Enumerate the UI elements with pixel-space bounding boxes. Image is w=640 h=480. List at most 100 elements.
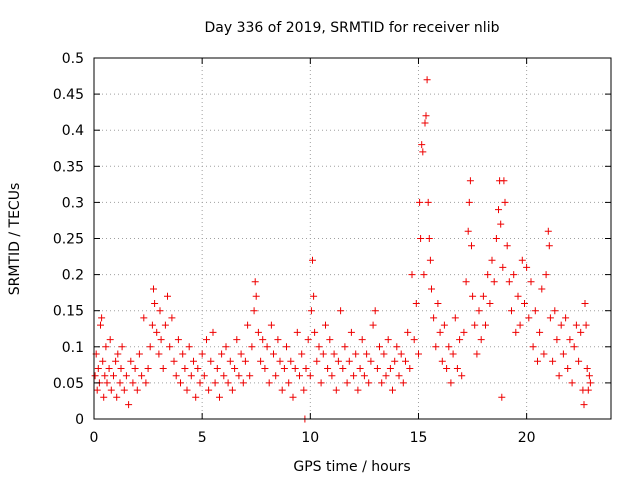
data-point bbox=[549, 357, 557, 365]
data-point bbox=[302, 365, 310, 372]
data-point bbox=[508, 307, 515, 315]
data-point bbox=[484, 271, 492, 279]
x-tick-label: 10 bbox=[301, 430, 319, 446]
data-point bbox=[224, 379, 232, 387]
data-point bbox=[150, 285, 157, 293]
data-point bbox=[352, 350, 360, 358]
data-point bbox=[341, 343, 349, 351]
data-point bbox=[363, 350, 371, 358]
data-point bbox=[267, 321, 275, 329]
data-point bbox=[347, 328, 355, 336]
data-point bbox=[420, 271, 428, 279]
data-point bbox=[369, 321, 377, 329]
data-point bbox=[127, 357, 135, 365]
data-point bbox=[458, 372, 466, 380]
data-point bbox=[584, 386, 592, 394]
data-point bbox=[117, 365, 125, 372]
data-point bbox=[332, 386, 340, 394]
data-point bbox=[91, 372, 99, 380]
data-point bbox=[564, 365, 572, 372]
data-point bbox=[555, 372, 563, 380]
data-point bbox=[417, 235, 425, 242]
gridlines bbox=[94, 58, 611, 419]
data-point bbox=[105, 365, 113, 372]
data-point bbox=[103, 379, 111, 387]
data-point bbox=[313, 357, 321, 365]
data-point bbox=[183, 386, 191, 394]
data-point bbox=[107, 386, 115, 394]
data-point bbox=[583, 365, 591, 372]
data-point bbox=[213, 365, 221, 372]
data-point bbox=[254, 328, 262, 336]
data-point bbox=[226, 357, 234, 365]
y-tick-label: 0 bbox=[75, 412, 84, 428]
data-point bbox=[296, 372, 303, 380]
data-point bbox=[525, 314, 533, 322]
data-point bbox=[146, 343, 154, 351]
data-point bbox=[274, 336, 282, 344]
data-point bbox=[551, 307, 559, 315]
data-point bbox=[406, 365, 414, 372]
data-point bbox=[371, 307, 379, 315]
data-point bbox=[432, 343, 440, 351]
data-point bbox=[562, 314, 570, 322]
data-point bbox=[559, 350, 567, 358]
data-point bbox=[112, 357, 120, 365]
data-point bbox=[529, 343, 537, 351]
data-point bbox=[98, 314, 106, 322]
data-point bbox=[102, 343, 110, 351]
data-point bbox=[135, 350, 143, 358]
data-point bbox=[424, 198, 432, 206]
data-point bbox=[118, 343, 126, 351]
data-point bbox=[110, 372, 117, 380]
data-point bbox=[125, 401, 133, 409]
data-point bbox=[211, 379, 219, 387]
data-point bbox=[436, 328, 444, 336]
data-point bbox=[358, 336, 366, 344]
data-point bbox=[477, 336, 485, 344]
data-point bbox=[343, 379, 351, 387]
data-point bbox=[418, 141, 426, 149]
data-point bbox=[521, 300, 528, 307]
data-point bbox=[194, 365, 202, 372]
data-point bbox=[246, 372, 254, 380]
data-point bbox=[304, 336, 312, 344]
data-point bbox=[93, 386, 101, 394]
data-point bbox=[168, 314, 176, 322]
data-point bbox=[209, 328, 217, 336]
y-tick-label: 0.3 bbox=[62, 195, 84, 211]
data-point bbox=[453, 365, 461, 372]
chart-title: Day 336 of 2019, SRMTID for receiver nli… bbox=[205, 20, 500, 36]
y-tick-label: 0.4 bbox=[62, 123, 84, 139]
data-point bbox=[200, 372, 208, 380]
data-point bbox=[298, 350, 306, 358]
data-point bbox=[250, 307, 258, 315]
data-point bbox=[384, 336, 392, 344]
data-point bbox=[317, 379, 325, 387]
data-point bbox=[451, 314, 459, 322]
data-point bbox=[501, 198, 509, 206]
data-point bbox=[315, 343, 323, 351]
data-point bbox=[237, 350, 245, 358]
data-point bbox=[373, 365, 381, 372]
data-point bbox=[251, 278, 259, 286]
data-point bbox=[412, 300, 420, 307]
data-point bbox=[278, 386, 286, 394]
data-point bbox=[306, 372, 314, 380]
data-point bbox=[575, 357, 583, 365]
data-point bbox=[205, 386, 213, 394]
data-point bbox=[391, 357, 399, 365]
data-point bbox=[185, 343, 193, 351]
data-point bbox=[172, 372, 180, 380]
x-tick-label: 0 bbox=[90, 430, 99, 446]
data-point bbox=[196, 379, 204, 387]
data-point bbox=[140, 314, 148, 322]
data-point bbox=[291, 365, 299, 372]
data-point bbox=[148, 321, 156, 329]
data-point bbox=[265, 379, 273, 387]
data-point bbox=[428, 285, 435, 293]
data-point bbox=[190, 357, 197, 365]
data-point bbox=[475, 307, 483, 315]
y-tick-label: 0.1 bbox=[62, 340, 84, 356]
